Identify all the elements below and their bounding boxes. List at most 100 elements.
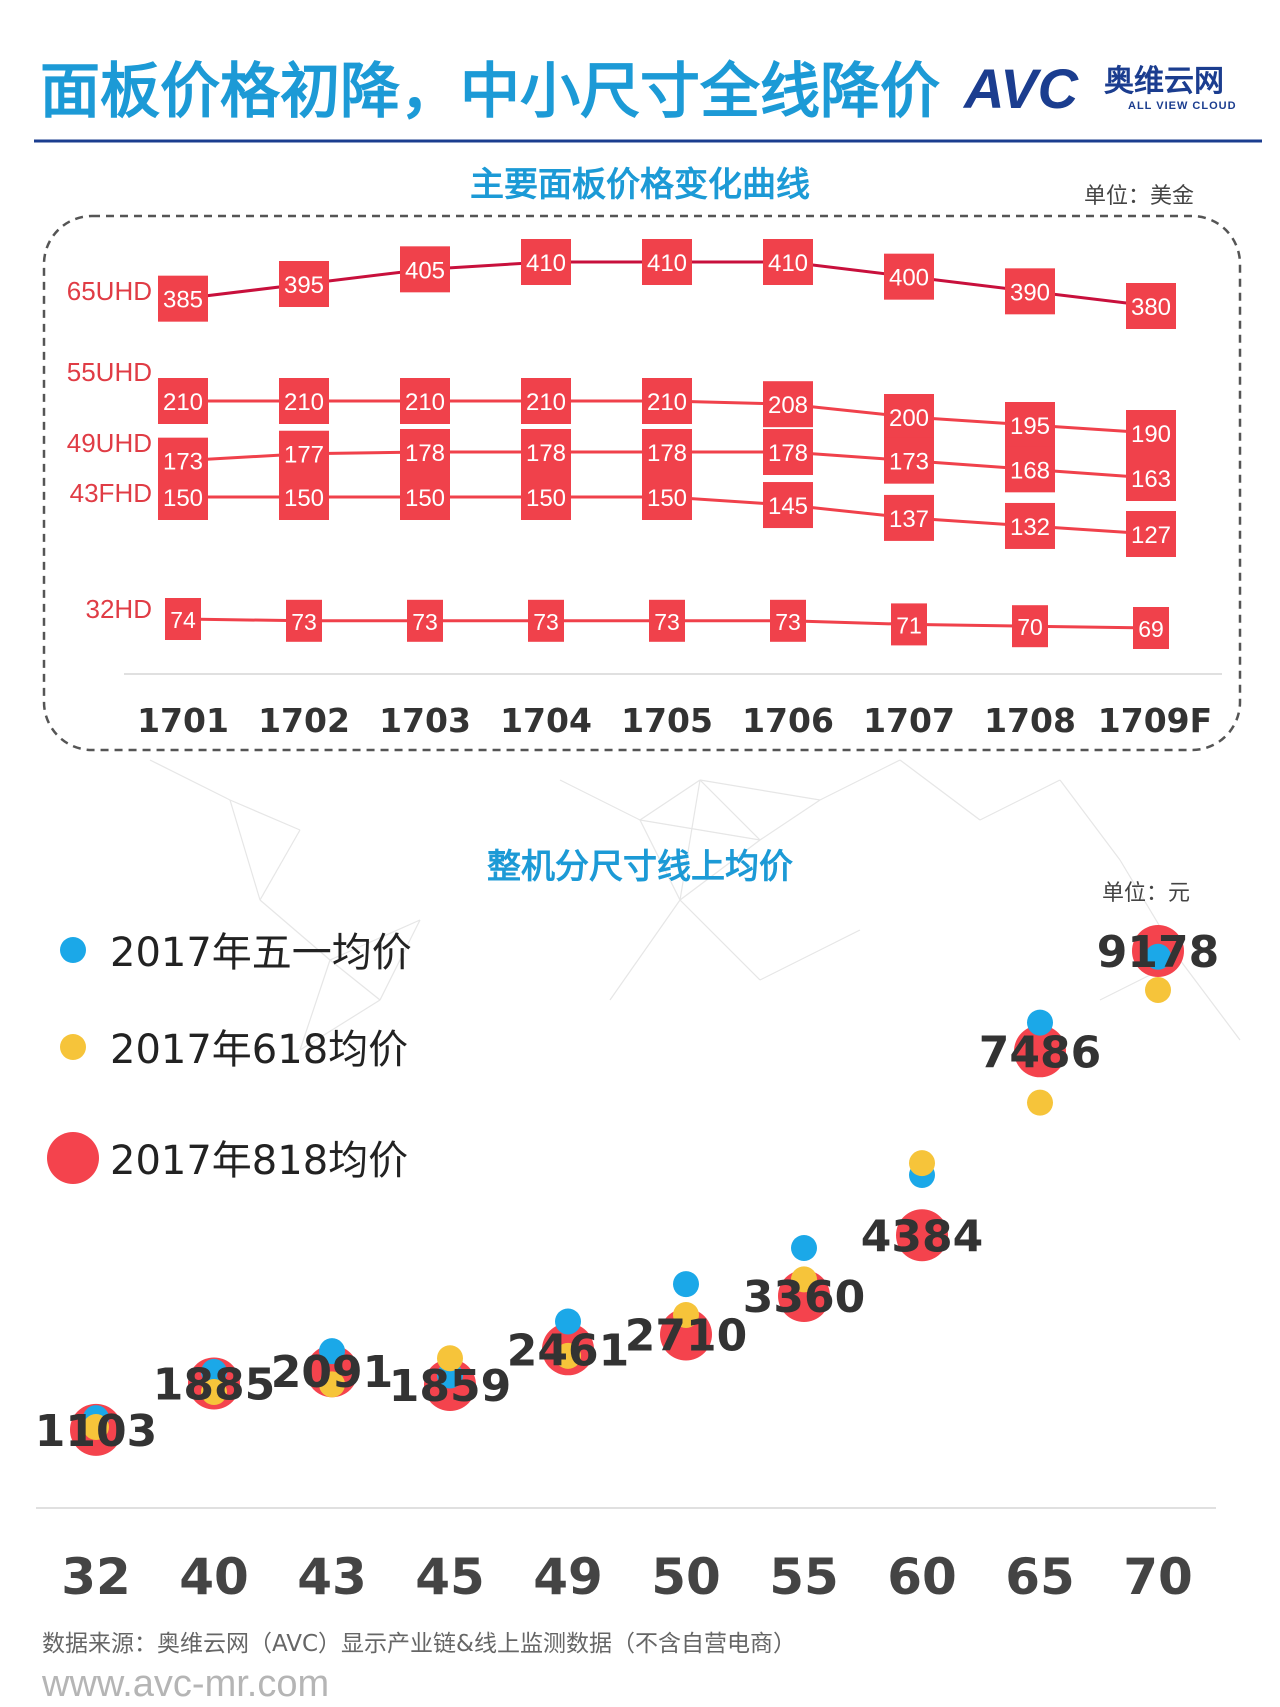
network-line	[639, 779, 701, 821]
scatter-point	[83, 1414, 109, 1441]
x-tick-label: 50	[651, 1548, 721, 1606]
point-box-55UHD	[279, 378, 329, 424]
point-box-32HD	[891, 603, 927, 646]
network-line	[299, 959, 331, 1051]
scatter-point	[1145, 976, 1171, 1003]
point-box-32HD	[649, 599, 685, 642]
network-line	[329, 919, 421, 961]
scatter-legend: 2017年五一均价 2017年618均价 2017年818均价	[47, 930, 412, 1184]
x-tick-label: 1702	[258, 701, 350, 740]
data-label-43FHD: 150	[284, 485, 324, 512]
avc-logo: AVC 奥维云网 ALL VIEW CLOUD	[962, 57, 1237, 120]
data-label-32HD: 73	[412, 609, 438, 635]
point-box-55UHD	[1005, 402, 1055, 448]
data-label-32HD: 74	[170, 607, 196, 633]
data-label-55UHD: 210	[163, 389, 203, 416]
x-tick-label: 32	[61, 1548, 131, 1606]
point-box-43FHD	[521, 474, 571, 520]
x-tick-label: 1708	[984, 701, 1076, 740]
data-label-65UHD: 380	[1131, 294, 1171, 321]
network-line	[299, 999, 381, 1051]
point-box-65UHD	[279, 261, 329, 307]
data-label-55UHD: 210	[405, 389, 445, 416]
network-line	[149, 759, 231, 801]
data-label-43FHD: 145	[768, 493, 808, 520]
point-box-32HD	[1133, 607, 1169, 649]
x-tick-label: 49	[533, 1548, 603, 1606]
network-line	[1179, 959, 1241, 1041]
data-label-65UHD: 410	[768, 250, 808, 277]
point-box-65UHD	[642, 239, 692, 285]
data-label-65UHD: 385	[163, 287, 203, 314]
point-box-65UHD	[1005, 268, 1055, 315]
data-label-818: 1885	[153, 1359, 275, 1410]
network-line	[679, 899, 761, 981]
network-line	[759, 929, 861, 981]
scatter-point	[306, 1345, 358, 1398]
network-line	[699, 779, 821, 801]
point-box-49UHD	[400, 429, 450, 475]
data-label-818: 1859	[389, 1361, 511, 1412]
data-source-note: 数据来源：奥维云网（AVC）显示产业链&线上监测数据（不含自营电商）	[42, 1631, 796, 1657]
panel-chart-unit: 单位：美金	[1084, 184, 1194, 209]
point-box-55UHD	[521, 378, 571, 424]
scatter-point	[909, 1150, 935, 1177]
network-line	[229, 799, 301, 831]
data-label-818: 2710	[625, 1311, 747, 1362]
panel-price-chart: 主要面板价格变化曲线 单位：美金 65UHD 385 395 405 410 410 410…	[42, 165, 1242, 752]
x-tick-label: 55	[769, 1548, 839, 1606]
legend-label: 2017年五一均价	[110, 930, 412, 976]
logo-text: AVC	[962, 57, 1080, 120]
data-label-32HD: 73	[654, 609, 680, 635]
network-line	[559, 779, 641, 821]
data-label-818: 1103	[35, 1406, 157, 1457]
data-label-49UHD: 173	[889, 449, 929, 476]
scatter-point	[319, 1338, 345, 1365]
scatter-point	[660, 1308, 712, 1361]
data-label-43FHD: 150	[647, 485, 687, 512]
data-label-65UHD: 400	[889, 265, 929, 292]
scatter-point	[778, 1269, 830, 1322]
panel-chart-title: 主要面板价格变化曲线	[470, 165, 810, 205]
data-label-49UHD: 168	[1010, 457, 1050, 484]
data-label-43FHD: 150	[526, 485, 566, 512]
point-box-32HD	[286, 599, 322, 642]
network-line	[259, 899, 331, 961]
data-label-32HD: 73	[775, 609, 801, 635]
data-label-49UHD: 178	[647, 440, 687, 467]
scatter-point	[1027, 1009, 1053, 1036]
logo-en: ALL VIEW CLOUD	[1128, 100, 1237, 112]
scatter-point	[1014, 1025, 1066, 1078]
x-tick-label: 1709F	[1098, 701, 1212, 740]
website-url: www.avc-mr.com	[41, 1663, 329, 1705]
network-line	[819, 759, 901, 801]
scatter-chart-unit: 单位：元	[1102, 881, 1190, 906]
point-box-55UHD	[642, 378, 692, 424]
scatter-point	[673, 1301, 699, 1328]
data-label-43FHD: 137	[889, 506, 929, 533]
data-label-49UHD: 177	[284, 442, 324, 469]
point-box-32HD	[407, 599, 443, 642]
point-box-65UHD	[158, 275, 208, 322]
point-box-55UHD	[400, 378, 450, 424]
point-box-49UHD	[1126, 455, 1176, 501]
scatter-point	[673, 1271, 699, 1298]
series-label-55UHD: 55UHD	[67, 357, 152, 387]
data-label-818: 4384	[861, 1211, 983, 1262]
series-label-32HD: 32HD	[86, 594, 152, 624]
data-label-49UHD: 178	[526, 440, 566, 467]
data-label-55UHD: 195	[1010, 413, 1050, 440]
data-label-55UHD: 200	[889, 405, 929, 432]
data-label-55UHD: 210	[647, 389, 687, 416]
x-tick-label: 1704	[500, 701, 592, 740]
network-line	[259, 829, 301, 901]
x-tick-label: 1701	[137, 701, 229, 740]
data-label-55UHD: 210	[284, 389, 324, 416]
page-title: 面板价格初降，中小尺寸全线降价	[40, 57, 940, 127]
point-box-43FHD	[884, 494, 934, 541]
point-box-43FHD	[763, 482, 813, 529]
data-label-32HD: 73	[533, 609, 559, 635]
point-box-49UHD	[642, 429, 692, 475]
data-label-49UHD: 178	[405, 440, 445, 467]
network-line	[679, 839, 761, 901]
